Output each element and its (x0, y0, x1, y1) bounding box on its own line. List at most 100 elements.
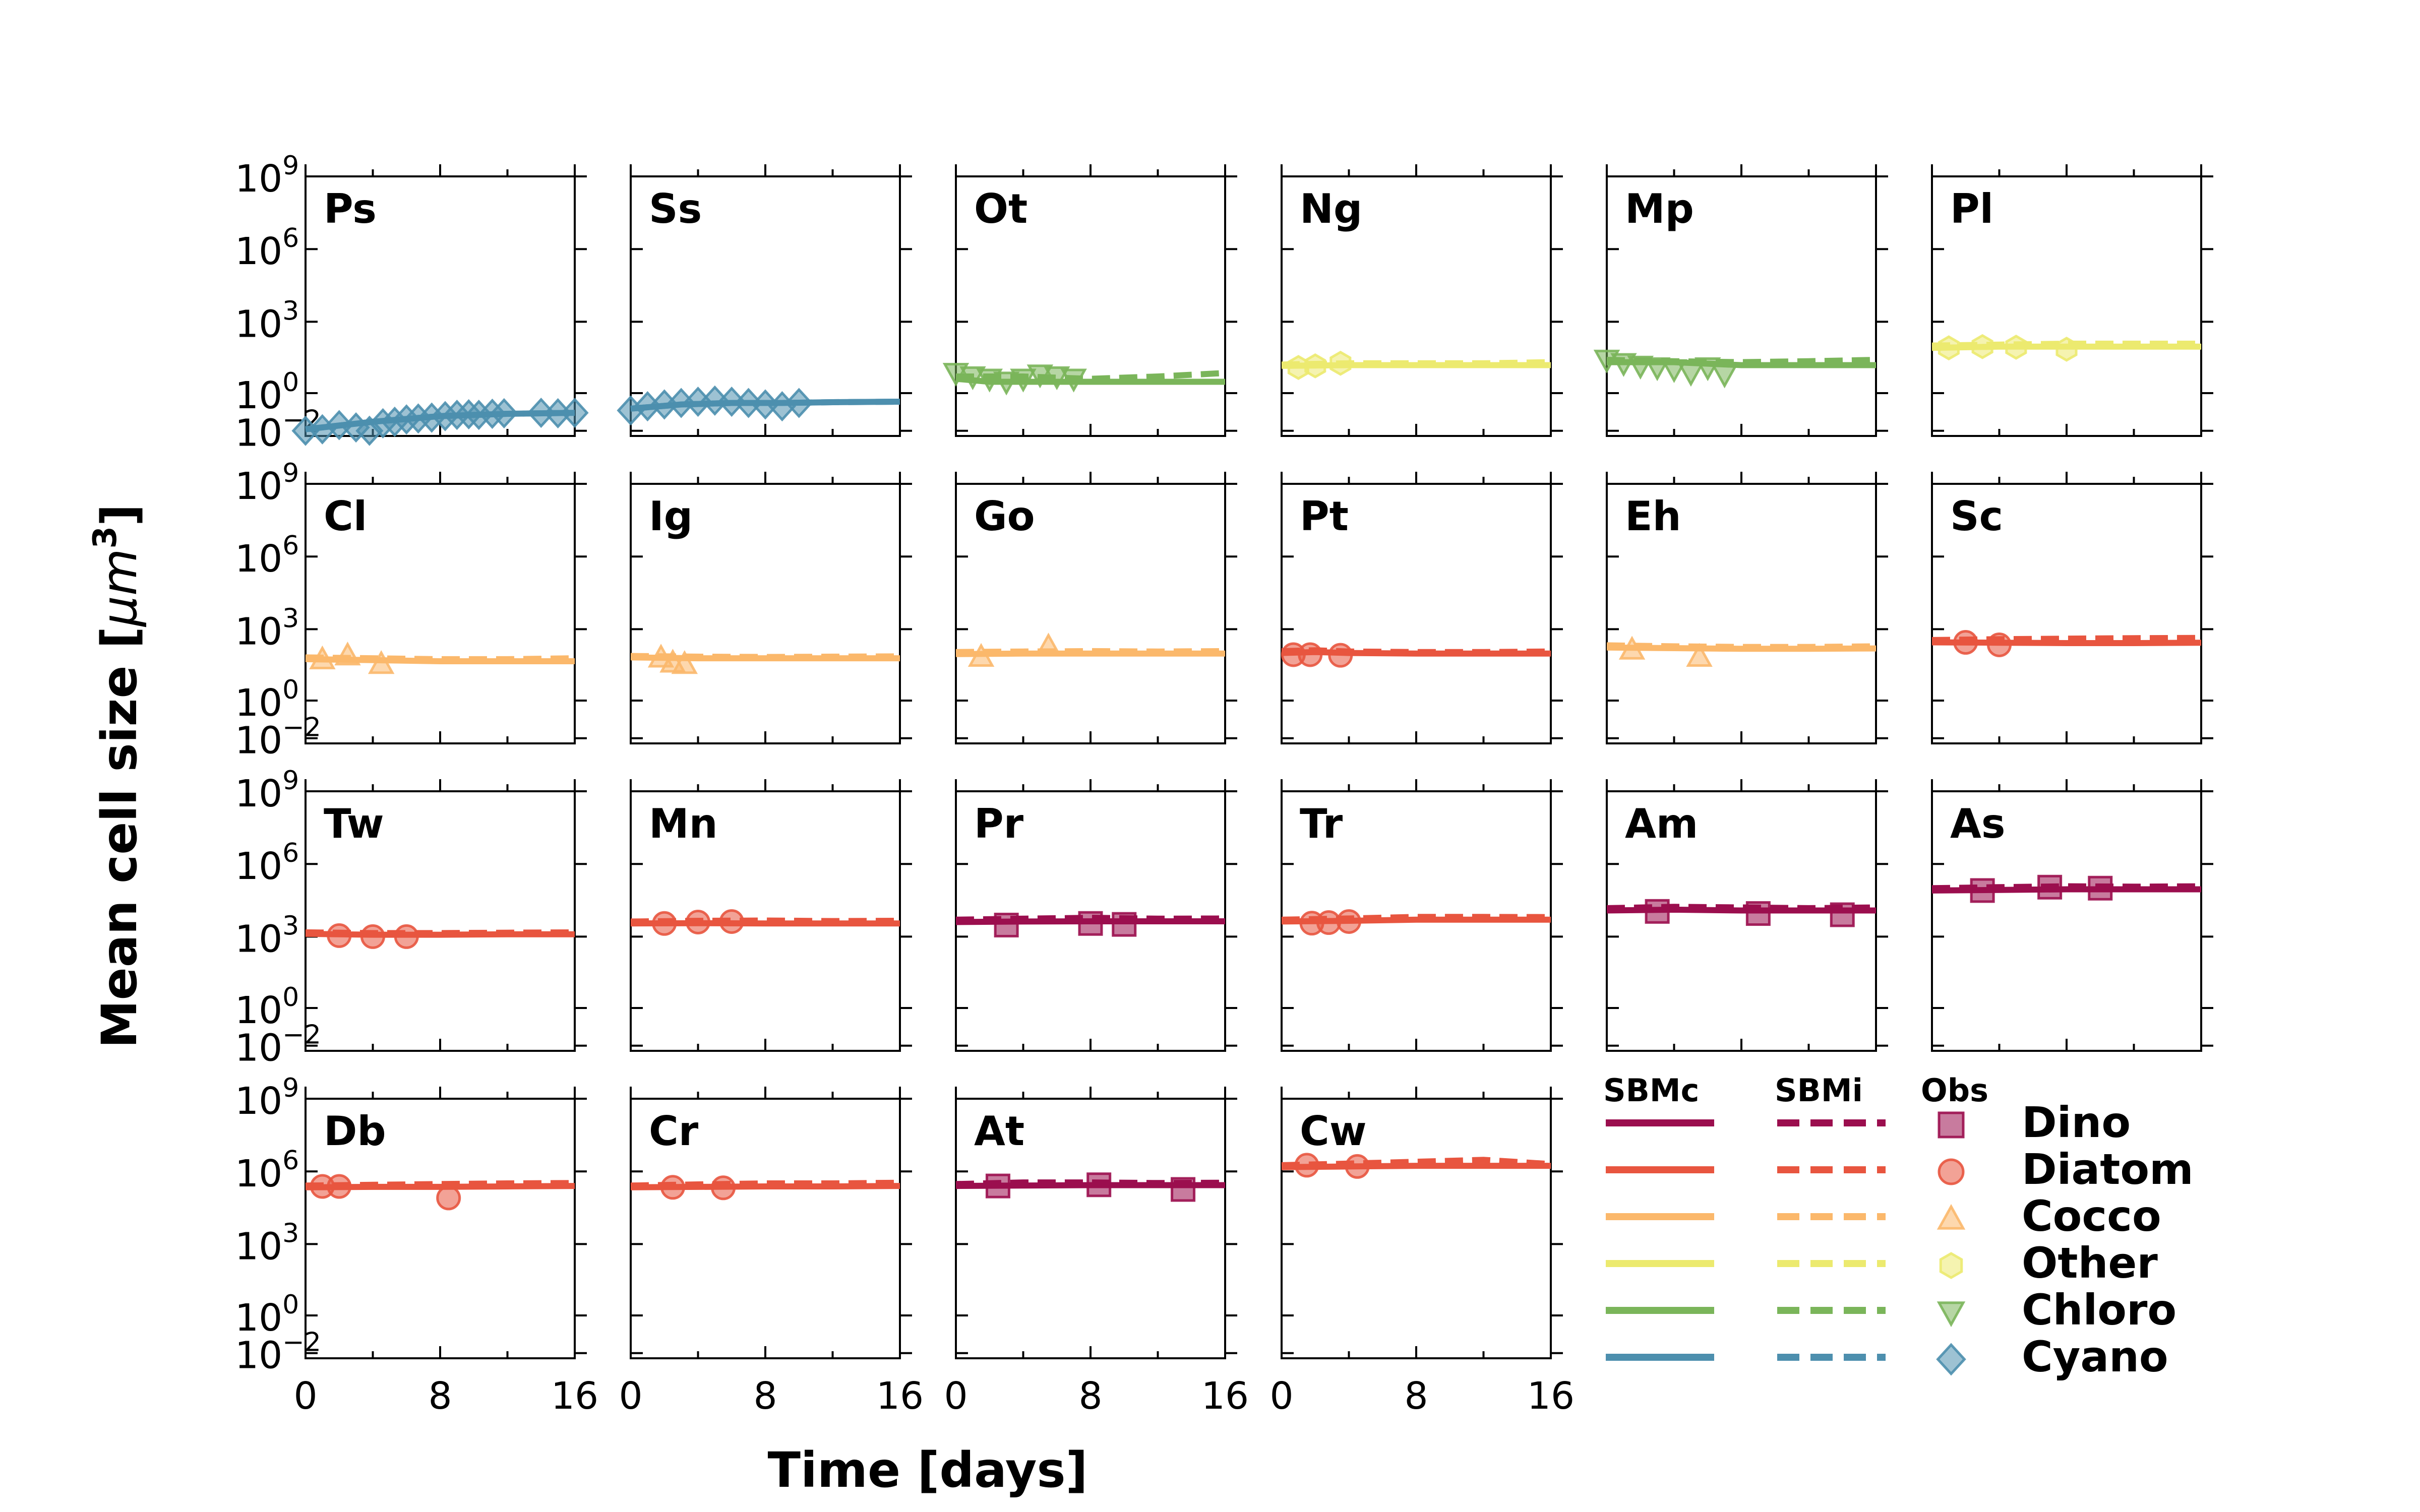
panel-tr: Tr (1281, 779, 1563, 1052)
y-tick-label: 109 (235, 766, 299, 815)
panel-label: Cl (324, 493, 367, 540)
panel-as: As (1931, 779, 2213, 1052)
panel-label: Eh (1625, 493, 1681, 540)
x-tick-label: 16 (876, 1374, 924, 1418)
panel-ss: Ss (617, 164, 912, 437)
panel-mn: Mn (630, 779, 912, 1052)
series-sbmc (1281, 362, 1551, 369)
x-tick-label: 8 (1404, 1374, 1428, 1418)
obs-point (2037, 874, 2063, 900)
obs-point (490, 398, 518, 429)
y-tick-label: 10−2 (235, 1020, 321, 1070)
obs-point (327, 923, 352, 948)
obs-point (1026, 364, 1054, 389)
x-tick-label: 8 (428, 1374, 452, 1418)
obs-point (993, 371, 1020, 396)
legend-obs-marker (1936, 1343, 1966, 1376)
panel-mp: Mp (1593, 164, 1888, 437)
x-tick-label: 16 (1527, 1374, 1575, 1418)
legend-obs-marker (1938, 1111, 1965, 1139)
x-tick-label: 16 (551, 1374, 598, 1418)
legend-entry-label: Other (2022, 1238, 2158, 1288)
panel-ng: Ng (1281, 164, 1563, 437)
panel-label: Pl (1950, 185, 1993, 232)
obs-point (1745, 901, 1771, 926)
obs-point (1618, 636, 1646, 660)
panel-label: Ss (649, 185, 702, 232)
y-tick-label: 100 (235, 982, 299, 1032)
obs-point (436, 1185, 461, 1211)
panel-label: Tw (324, 800, 384, 847)
obs-point (1830, 902, 1855, 927)
y-axis-label-exp: 3 (87, 526, 124, 549)
obs-point (1044, 366, 1070, 391)
y-axis-label-main: Mean cell size [ (91, 626, 148, 1048)
legend-obs-marker (1938, 1158, 1965, 1185)
panel-label: Pt (1300, 493, 1349, 540)
obs-point (1316, 910, 1341, 935)
obs-point (1627, 355, 1654, 380)
obs-point (1337, 909, 1361, 934)
panel-ps: 10−2100103106109Ps (235, 151, 589, 455)
obs-point (2055, 337, 2078, 362)
panel-at: 0 8 16 At (944, 1087, 1249, 1418)
y-tick-label: 106 (235, 1146, 299, 1195)
x-axis-label: Time [days] (768, 1442, 1088, 1498)
obs-point (2005, 335, 2027, 360)
legend-obs-marker (1939, 1252, 1963, 1279)
obs-point (334, 642, 361, 666)
panel-sc: Sc (1931, 472, 2213, 744)
panel-label: Pr (974, 800, 1024, 847)
obs-point (1328, 643, 1353, 668)
panel-pr: Pr (955, 779, 1237, 1052)
y-tick-label: 100 (235, 675, 299, 725)
obs-point (711, 1175, 736, 1201)
obs-point (394, 924, 419, 949)
obs-point (1938, 335, 1960, 361)
obs-point (785, 388, 813, 418)
y-axis-label-close: ] (91, 504, 148, 526)
panel-am: Am (1606, 779, 1888, 1052)
obs-point (1112, 912, 1137, 937)
obs-point (2088, 875, 2113, 901)
y-tick-label: 10−2 (235, 1328, 321, 1377)
obs-point (1060, 368, 1087, 393)
panel-pt: Pt (1281, 472, 1563, 744)
obs-point (1711, 364, 1738, 389)
panel-pl: Pl (1931, 164, 2213, 437)
obs-point (368, 650, 395, 674)
panel-grid: 10−2100103106109PsSsOtNgMpPl10−210010310… (235, 151, 2213, 1418)
x-tick-label: 8 (1078, 1374, 1102, 1418)
x-tick-label: 0 (944, 1374, 967, 1418)
legend-header: Obs (1921, 1072, 1988, 1109)
panel-label: Go (974, 493, 1035, 540)
series-sbmc (1606, 644, 1877, 652)
obs-point (1086, 1172, 1112, 1198)
panel-ot: Ot (942, 164, 1237, 437)
panel-label: Mn (649, 800, 718, 847)
obs-point (1010, 368, 1037, 393)
panel-label: Ot (974, 185, 1027, 232)
y-tick-label: 109 (235, 458, 299, 508)
obs-point (671, 650, 698, 674)
obs-point (1971, 334, 1993, 359)
x-tick-label: 0 (1269, 1374, 1293, 1418)
x-tick-label: 0 (619, 1374, 642, 1418)
obs-point (686, 909, 710, 934)
obs-point (1078, 911, 1103, 936)
obs-point (1953, 629, 1978, 655)
legend-entry-label: Diatom (2022, 1145, 2194, 1194)
obs-point (327, 1174, 352, 1199)
obs-point (1329, 350, 1352, 376)
panel-eh: Eh (1606, 472, 1888, 744)
y-tick-label: 106 (235, 223, 299, 273)
obs-point (1686, 643, 1713, 667)
obs-point (719, 909, 744, 934)
panel-label: At (974, 1108, 1024, 1155)
obs-point (1294, 1153, 1319, 1178)
y-tick-label: 100 (235, 1290, 299, 1340)
panel-label: Db (324, 1108, 386, 1155)
obs-point (660, 1175, 685, 1200)
panel-label: Mp (1625, 185, 1694, 232)
